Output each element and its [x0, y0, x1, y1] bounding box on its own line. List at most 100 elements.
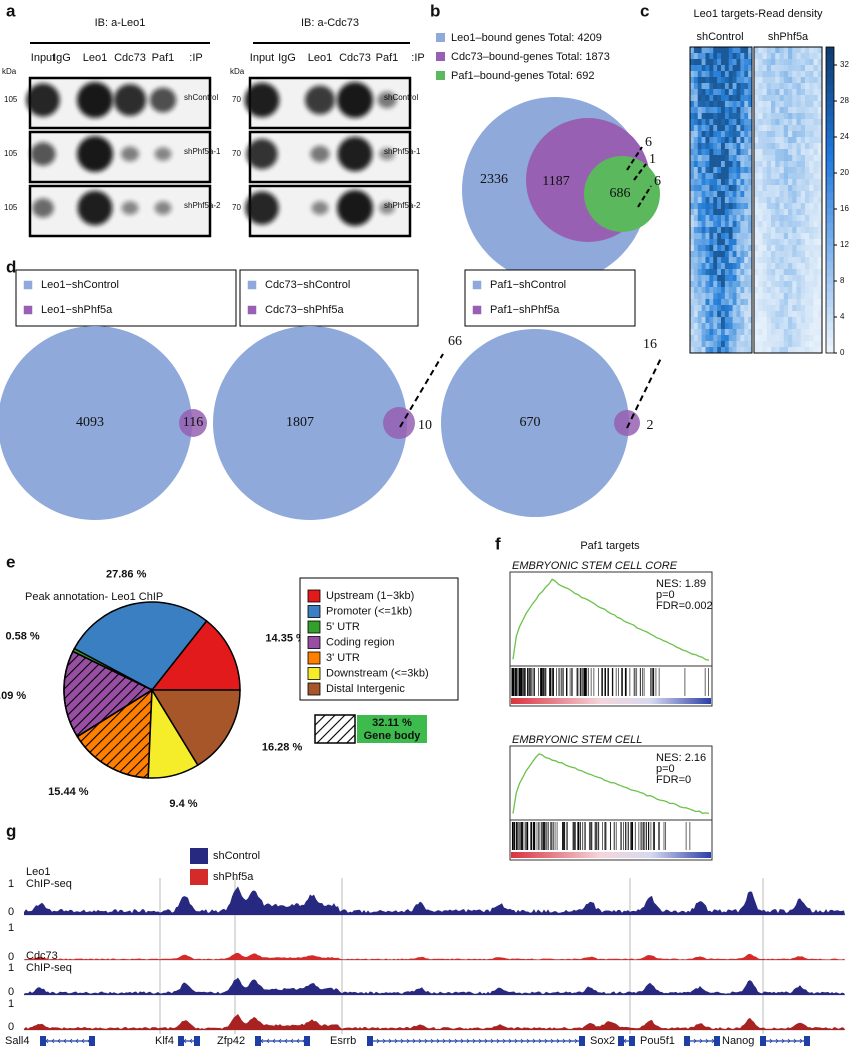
pie-slice [150, 689, 241, 767]
heatmap-cell [805, 89, 810, 96]
heatmap-cell [766, 53, 772, 60]
pie-value-label: 16.28 % [262, 742, 303, 754]
heatmap-cell [762, 215, 768, 222]
heatmap-cell [754, 275, 759, 282]
heatmap-cell [779, 167, 785, 174]
gene-strand [508, 1038, 512, 1044]
blot-band [245, 191, 279, 225]
heatmap-cell [709, 257, 714, 264]
heatmap-cell [728, 71, 733, 78]
heatmap-cell [800, 113, 806, 120]
heatmap-cell [732, 143, 737, 150]
heatmap-cell [754, 71, 759, 78]
heatmap-cell [805, 71, 810, 78]
heatmap-cell [775, 203, 780, 210]
heatmap-cell [758, 65, 763, 72]
heatmap-cell [809, 47, 814, 54]
heatmap-cell [805, 323, 810, 330]
gene-strand [799, 1038, 803, 1044]
heatmap-cell [779, 95, 785, 102]
heatmap-cell [744, 311, 749, 318]
heatmap-cell [783, 209, 789, 216]
heatmap-cell [697, 107, 702, 114]
heatmap-cell [717, 47, 722, 54]
heatmap-cell [721, 335, 726, 342]
heatmap-cell [796, 179, 802, 186]
legend-label: Cdc73–bound-genes Total: 1873 [451, 51, 610, 63]
heatmap-cell [697, 179, 702, 186]
colorbar-tick-label: 32 [840, 60, 849, 69]
heatmap-cell [717, 125, 722, 132]
gene-exon [89, 1036, 95, 1046]
legend-label: Cdc73−shPhf5a [265, 304, 344, 316]
heatmap-cell [713, 233, 718, 240]
heatmap-cell [754, 131, 759, 138]
heatmap-cell [754, 197, 759, 204]
heatmap-cell [732, 221, 737, 228]
heatmap-cell [805, 131, 810, 138]
heatmap-cell [775, 293, 780, 300]
heatmap-cell [792, 293, 797, 300]
legend-label: Downstream (<=3kb) [326, 667, 429, 679]
gene-exon [714, 1036, 720, 1046]
heatmap-cell [693, 77, 699, 84]
heatmap-cell [817, 65, 823, 72]
gene-exon [579, 1036, 585, 1046]
heatmap-cell [744, 323, 749, 330]
heatmap-cell [779, 275, 785, 282]
heatmap-cell [788, 149, 793, 156]
heatmap-cell [736, 281, 741, 288]
heatmap-cell [817, 113, 823, 120]
heatmap-cell [721, 53, 726, 60]
heatmap-cell [732, 257, 737, 264]
heatmap-cell [705, 209, 710, 216]
heatmap-cell [713, 59, 718, 66]
heatmap-cell [717, 209, 722, 216]
heatmap-cell [813, 107, 819, 114]
callout-count: 1 [649, 152, 656, 167]
heatmap-cell [800, 191, 806, 198]
heatmap-cell [740, 137, 745, 144]
heatmap-cell [766, 131, 772, 138]
heatmap-cell [693, 239, 699, 246]
heatmap-cell [817, 221, 823, 228]
heatmap-cell [717, 65, 722, 72]
heatmap-cell [740, 107, 745, 114]
heatmap-cell [724, 305, 730, 312]
heatmap-cell [766, 77, 772, 84]
heatmap-cell [693, 167, 699, 174]
colorbar-step [826, 47, 834, 56]
heatmap-cell [796, 239, 802, 246]
heatmap-cell [713, 311, 718, 318]
heatmap-cell [779, 59, 785, 66]
heatmap-cell [775, 233, 780, 240]
heatmap-cell [775, 167, 780, 174]
heatmap-cell [705, 137, 710, 144]
heatmap-cell [705, 317, 710, 324]
heatmap-cell [705, 227, 710, 234]
heatmap-cell [817, 347, 823, 354]
heatmap-cell [748, 299, 753, 306]
heatmap-cell [809, 137, 814, 144]
heatmap-cell [693, 275, 699, 282]
track-scale: 1 [8, 998, 14, 1010]
heatmap-cell [813, 173, 819, 180]
heatmap-cell [709, 83, 714, 90]
heatmap-cell [709, 167, 714, 174]
track-scale: 1 [8, 922, 14, 934]
heatmap-cell [796, 293, 802, 300]
blot-band [77, 82, 113, 118]
blot-band [311, 201, 329, 215]
blot-band [149, 87, 177, 113]
heatmap-cell [721, 311, 726, 318]
heatmap-cell [783, 125, 789, 132]
heatmap-cell [817, 305, 823, 312]
heatmap-cell [709, 281, 714, 288]
heatmap-cell [792, 59, 797, 66]
venn-count: 670 [520, 415, 541, 430]
mw-label: 105 [4, 95, 18, 104]
heatmap-cell [693, 227, 699, 234]
heatmap-cell [788, 47, 793, 54]
colorbar-step [826, 192, 834, 201]
heatmap-cell [697, 275, 702, 282]
